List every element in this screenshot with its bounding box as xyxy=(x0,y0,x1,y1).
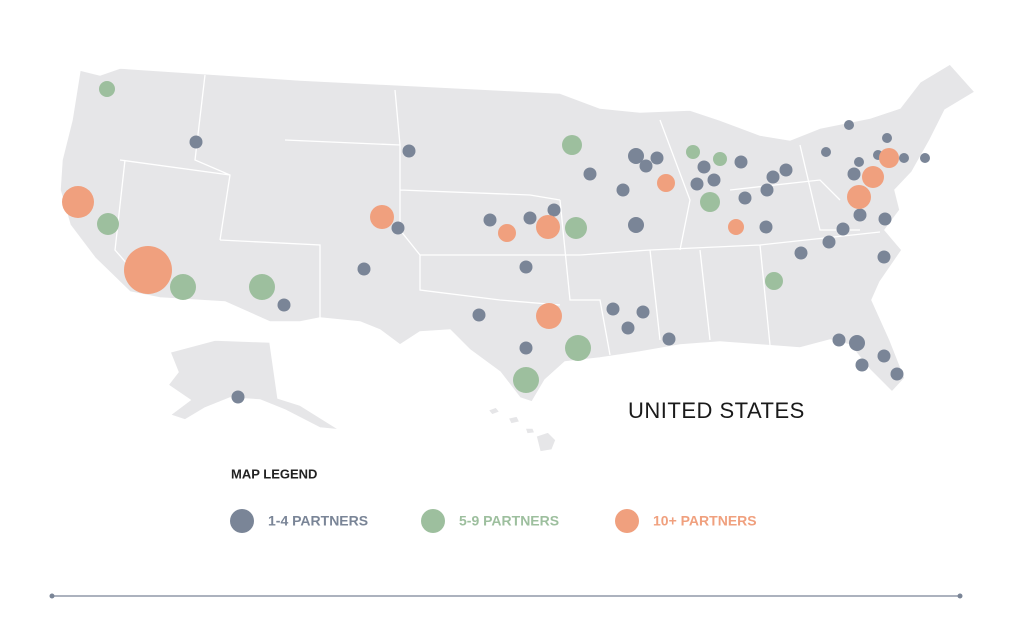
marker xyxy=(877,250,891,264)
contiguous-us xyxy=(59,63,977,403)
marker xyxy=(97,213,119,235)
marker xyxy=(628,217,644,233)
marker xyxy=(565,335,591,361)
marker xyxy=(821,147,831,157)
marker xyxy=(536,303,562,329)
marker xyxy=(472,308,486,322)
marker xyxy=(370,205,394,229)
map-shapes xyxy=(59,63,977,453)
alaska xyxy=(166,339,341,431)
marker xyxy=(483,213,497,227)
map-title: UNITED STATES xyxy=(628,398,805,423)
marker xyxy=(849,335,865,351)
marker xyxy=(707,173,721,187)
legend-label: 10+ PARTNERS xyxy=(653,513,757,529)
marker xyxy=(99,81,115,97)
marker xyxy=(616,183,630,197)
legend-swatch xyxy=(421,509,445,533)
marker xyxy=(583,167,597,181)
marker xyxy=(700,192,720,212)
marker xyxy=(621,321,635,335)
marker xyxy=(62,186,94,218)
marker xyxy=(686,145,700,159)
marker xyxy=(498,224,516,242)
marker xyxy=(854,157,864,167)
marker xyxy=(231,390,245,404)
marker xyxy=(760,183,774,197)
legend: 1-4 PARTNERS 5-9 PARTNERS 10+ PARTNERS xyxy=(230,509,757,533)
marker xyxy=(759,220,773,234)
marker xyxy=(628,148,644,164)
marker xyxy=(690,177,704,191)
marker xyxy=(847,167,861,181)
marker xyxy=(765,272,783,290)
marker xyxy=(697,160,711,174)
marker xyxy=(565,217,587,239)
marker xyxy=(920,153,930,163)
marker xyxy=(728,219,744,235)
markers xyxy=(62,81,930,404)
marker xyxy=(562,135,582,155)
marker xyxy=(862,166,884,188)
marker xyxy=(402,144,416,158)
marker xyxy=(882,133,892,143)
state-borders xyxy=(114,74,881,356)
marker xyxy=(779,163,793,177)
divider-end xyxy=(49,593,55,599)
marker xyxy=(890,367,904,381)
marker xyxy=(277,298,291,312)
marker xyxy=(713,152,727,166)
marker xyxy=(855,358,869,372)
marker xyxy=(170,274,196,300)
marker xyxy=(124,246,172,294)
marker xyxy=(879,148,899,168)
legend-label: 5-9 PARTNERS xyxy=(459,513,559,529)
marker xyxy=(606,302,620,316)
marker xyxy=(847,185,871,209)
marker xyxy=(519,260,533,274)
marker xyxy=(657,174,675,192)
marker xyxy=(547,203,561,217)
divider-end xyxy=(957,593,963,599)
marker xyxy=(636,305,650,319)
marker xyxy=(844,120,854,130)
marker xyxy=(734,155,748,169)
marker xyxy=(650,151,664,165)
marker xyxy=(832,333,846,347)
marker xyxy=(391,221,405,235)
marker xyxy=(738,191,752,205)
marker xyxy=(536,215,560,239)
marker xyxy=(899,153,909,163)
hawaii xyxy=(486,406,557,453)
marker xyxy=(766,170,780,184)
marker xyxy=(523,211,537,225)
marker xyxy=(878,212,892,226)
marker xyxy=(249,274,275,300)
marker xyxy=(836,222,850,236)
legend-swatch xyxy=(615,509,639,533)
marker xyxy=(853,208,867,222)
marker xyxy=(639,159,653,173)
marker xyxy=(877,349,891,363)
marker xyxy=(519,341,533,355)
marker xyxy=(794,246,808,260)
legend-label: 1-4 PARTNERS xyxy=(268,513,368,529)
marker xyxy=(662,332,676,346)
marker xyxy=(189,135,203,149)
marker xyxy=(513,367,539,393)
legend-swatch xyxy=(230,509,254,533)
marker xyxy=(822,235,836,249)
legend-title: MAP LEGEND xyxy=(231,466,317,481)
marker xyxy=(357,262,371,276)
